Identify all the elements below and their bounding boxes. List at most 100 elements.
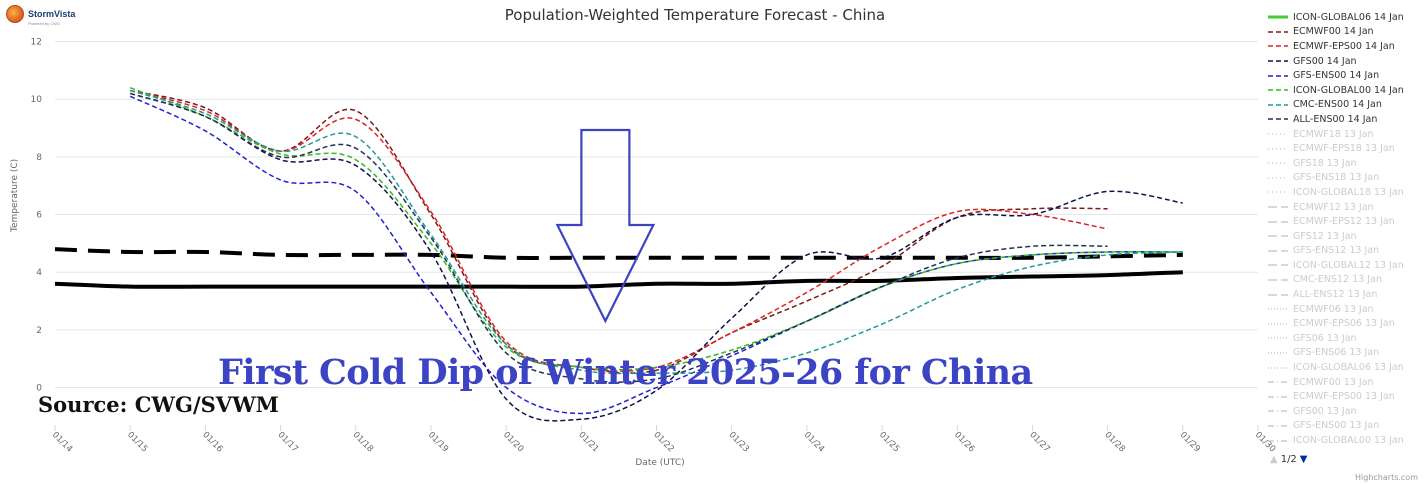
legend-item[interactable]: GFS00 13 Jan	[1266, 404, 1426, 419]
climatology-lines	[54, 247, 1183, 289]
legend-item[interactable]: ICON-GLOBAL00 13 Jan	[1266, 433, 1426, 448]
legend-item[interactable]: GFS-ENS00 13 Jan	[1266, 419, 1426, 434]
legend-item-label: ICON-GLOBAL18 13 Jan	[1293, 186, 1404, 198]
legend-symbol-icon	[1268, 15, 1288, 19]
legend-item[interactable]: GFS-ENS00 14 Jan	[1266, 68, 1426, 83]
legend-symbol-icon	[1268, 31, 1288, 33]
x-tick-label: 01/27	[1027, 430, 1051, 454]
down-arrow-icon	[555, 128, 656, 324]
legend-symbol-icon	[1268, 191, 1288, 194]
legend-item-label: ECMWF-EPS00 14 Jan	[1293, 40, 1395, 52]
overlay-headline: First Cold Dip of Winter 2025-26 for Chi…	[218, 352, 1033, 393]
legend-item[interactable]: ICON-GLOBAL06 14 Jan	[1266, 10, 1426, 25]
legend-item[interactable]: GFS00 14 Jan	[1266, 54, 1426, 69]
legend-item[interactable]: GFS-ENS18 13 Jan	[1266, 171, 1426, 186]
x-tick-label: 01/14	[50, 430, 74, 454]
legend-item[interactable]: ECMWF-EPS00 13 Jan	[1266, 389, 1426, 404]
legend-item[interactable]: ICON-GLOBAL18 13 Jan	[1266, 185, 1426, 200]
legend-symbol-icon	[1268, 147, 1288, 150]
legend-item[interactable]: ECMWF00 14 Jan	[1266, 25, 1426, 40]
legend-item[interactable]: ECMWF-EPS12 13 Jan	[1266, 214, 1426, 229]
legend-item-label: ECMWF-EPS12 13 Jan	[1293, 216, 1395, 228]
stormvista-logo[interactable]: StormVista Powered by CWG	[6, 2, 75, 26]
legend-item-label: ALL-ENS00 14 Jan	[1293, 113, 1378, 125]
series-line-all-ens00-14-jan[interactable]	[129, 92, 1108, 383]
legend-item-label: ECMWF-EPS06 13 Jan	[1293, 318, 1395, 330]
legend-item[interactable]: GFS-ENS12 13 Jan	[1266, 244, 1426, 259]
legend-symbol-icon	[1268, 293, 1288, 296]
legend-item[interactable]: GFS18 13 Jan	[1266, 156, 1426, 171]
legend-item-label: GFS-ENS06 13 Jan	[1293, 347, 1380, 359]
legend-item[interactable]: ALL-ENS12 13 Jan	[1266, 287, 1426, 302]
legend-item[interactable]: CMC-ENS12 13 Jan	[1266, 273, 1426, 288]
legend-item[interactable]: ICON-GLOBAL06 13 Jan	[1266, 360, 1426, 375]
legend-item[interactable]: ECMWF-EPS00 14 Jan	[1266, 39, 1426, 54]
x-tick-label: 01/24	[802, 430, 826, 454]
source-label: Source: CWG/SVWM	[38, 392, 279, 417]
legend-item-label: ECMWF18 13 Jan	[1293, 128, 1374, 140]
legend-item[interactable]: ALL-ENS00 14 Jan	[1266, 112, 1426, 127]
y-axis-ticks: 0 2 4 6 8 10 12	[31, 38, 43, 394]
x-tick-label: 01/25	[877, 430, 901, 454]
legend-symbol-icon	[1268, 45, 1288, 48]
legend-symbol-icon	[1268, 206, 1288, 208]
highcharts-credit[interactable]: Highcharts.com	[1355, 473, 1418, 482]
legend-item[interactable]: ICON-GLOBAL00 14 Jan	[1266, 83, 1426, 98]
legend-item[interactable]: ICON-GLOBAL12 13 Jan	[1266, 258, 1426, 273]
legend-item-label: GFS12 13 Jan	[1293, 230, 1357, 242]
y-tick-label: 2	[36, 326, 42, 336]
x-tick-label: 01/21	[576, 430, 600, 454]
x-tick-label: 01/20	[501, 430, 525, 454]
x-tick-label: 01/18	[351, 430, 375, 454]
legend-symbol-icon	[1268, 74, 1288, 77]
legend-item-label: ECMWF12 13 Jan	[1293, 201, 1374, 213]
legend-item-label: GFS-ENS00 13 Jan	[1293, 420, 1380, 432]
legend-item-label: GFS00 13 Jan	[1293, 405, 1357, 417]
legend-symbol-icon	[1268, 264, 1288, 267]
legend-item-label: CMC-ENS12 13 Jan	[1293, 274, 1382, 286]
legend-item-label: ECMWF00 14 Jan	[1293, 26, 1374, 38]
series-line-cmc-ens00-14-jan[interactable]	[129, 89, 1183, 375]
legend-item[interactable]: ECMWF06 13 Jan	[1266, 302, 1426, 317]
legend-symbol-icon	[1268, 308, 1288, 310]
chart-title: Population-Weighted Temperature Forecast…	[504, 6, 886, 24]
legend-symbol-icon	[1268, 133, 1288, 135]
legend-symbol-icon	[1268, 323, 1288, 325]
x-tick-label: 01/16	[200, 430, 224, 454]
legend-symbol-icon	[1268, 220, 1288, 223]
series-line-gfs00-14-jan[interactable]	[129, 92, 1183, 422]
globe-icon	[6, 5, 24, 23]
x-tick-label: 01/26	[952, 430, 976, 454]
legend-item[interactable]: ECMWF00 13 Jan	[1266, 375, 1426, 390]
legend-item[interactable]: GFS12 13 Jan	[1266, 229, 1426, 244]
legend-item[interactable]: GFS-ENS06 13 Jan	[1266, 346, 1426, 361]
legend-item-label: CMC-ENS00 14 Jan	[1293, 99, 1382, 111]
legend-item-label: GFS-ENS18 13 Jan	[1293, 172, 1380, 184]
x-tick-label: 01/17	[275, 430, 299, 454]
legend-item[interactable]: ECMWF-EPS06 13 Jan	[1266, 316, 1426, 331]
legend-item-label: GFS00 14 Jan	[1293, 55, 1357, 67]
series-line-icon-global00-14-jan[interactable]	[129, 86, 1183, 371]
x-tick-label: 01/29	[1178, 430, 1202, 454]
y-tick-label: 0	[36, 384, 42, 394]
legend-item[interactable]: GFS06 13 Jan	[1266, 331, 1426, 346]
y-tick-label: 6	[36, 211, 42, 221]
y-axis-title: Temperature (C)	[10, 158, 20, 232]
legend-item-label: ICON-GLOBAL00 13 Jan	[1293, 435, 1404, 447]
arrow-up-icon[interactable]: ▲	[1270, 454, 1278, 465]
forecast-series	[129, 86, 1183, 422]
arrow-down-icon[interactable]: ▼	[1299, 454, 1308, 465]
series-line-ecmwf00-14-jan[interactable]	[130, 89, 1108, 374]
legend-symbol-icon	[1268, 352, 1288, 354]
legend-symbol-icon	[1268, 381, 1288, 383]
series-line-gfs-ens00-14-jan[interactable]	[129, 95, 1183, 415]
legend-item[interactable]: ECMWF18 13 Jan	[1266, 127, 1426, 142]
legend-symbol-icon	[1268, 177, 1288, 179]
legend-item[interactable]: CMC-ENS00 14 Jan	[1266, 98, 1426, 113]
legend-item[interactable]: ECMWF-EPS18 13 Jan	[1266, 141, 1426, 156]
legend-symbol-icon	[1268, 366, 1288, 369]
legend-item[interactable]: ECMWF12 13 Jan	[1266, 200, 1426, 215]
legend-item-label: ICON-GLOBAL00 14 Jan	[1293, 84, 1404, 96]
series-line-ecmwf-eps00-14-jan[interactable]	[129, 89, 1108, 372]
